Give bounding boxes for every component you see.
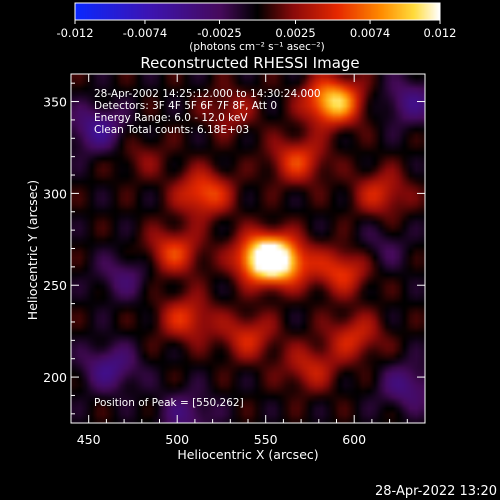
- x-axis-tick-label: 600: [342, 432, 366, 447]
- info-line: Detectors: 3F 4F 5F 6F 7F 8F, Att 0: [94, 100, 277, 112]
- chart-title: Reconstructed RHESSI Image: [140, 54, 359, 72]
- x-axis-tick-label: 550: [254, 432, 278, 447]
- info-line: Energy Range: 6.0 - 12.0 keV: [94, 112, 248, 124]
- x-axis-label: Heliocentric X (arcsec): [177, 447, 318, 462]
- colorbar-units-label: (photons cm⁻² s⁻¹ asec⁻²): [189, 41, 324, 53]
- plot-area: 450 500 550 600 200 250 300 350: [43, 73, 426, 447]
- heatmap-image: [71, 74, 425, 423]
- colorbar-tick-label: 0.012: [424, 26, 457, 40]
- colorbar-tick-label: 0.0025: [275, 26, 315, 40]
- colorbar-tick-label: 0.0074: [350, 26, 390, 40]
- footer-timestamp: 28-Apr-2022 13:20: [375, 484, 497, 499]
- info-line: Clean Total counts: 6.18E+03: [94, 124, 249, 136]
- y-axis-tick-label: 300: [43, 186, 67, 201]
- colorbar-ticks: -0.012 -0.0074 -0.0025 0.0025 0.0074 0.012: [56, 20, 456, 40]
- colorbar-tick-label: -0.0025: [197, 26, 241, 40]
- y-axis-tick-label: 350: [43, 95, 67, 110]
- y-axis-tick-label: 250: [43, 278, 67, 293]
- info-block: 28-Apr-2002 14:25:12.000 to 14:30:24.000…: [94, 88, 321, 136]
- colorbar-tick-label: -0.0074: [123, 26, 167, 40]
- info-line: 28-Apr-2002 14:25:12.000 to 14:30:24.000: [94, 88, 321, 100]
- colorbar: -0.012 -0.0074 -0.0025 0.0025 0.0074 0.012 (p…: [56, 2, 456, 53]
- x-axis-tick-label: 450: [77, 432, 101, 447]
- colorbar-gradient: [75, 3, 440, 20]
- axis-ticks: 450 500 550 600 200 250 300 350: [43, 74, 426, 447]
- y-axis-label: Heliocentric Y (arcsec): [25, 180, 40, 320]
- colorbar-frame: [74, 2, 441, 21]
- colorbar-tick-label: -0.012: [56, 26, 93, 40]
- peak-position-label: Position of Peak = [550,262]: [94, 397, 244, 409]
- x-axis-tick-label: 500: [165, 432, 189, 447]
- y-axis-tick-label: 200: [43, 370, 67, 385]
